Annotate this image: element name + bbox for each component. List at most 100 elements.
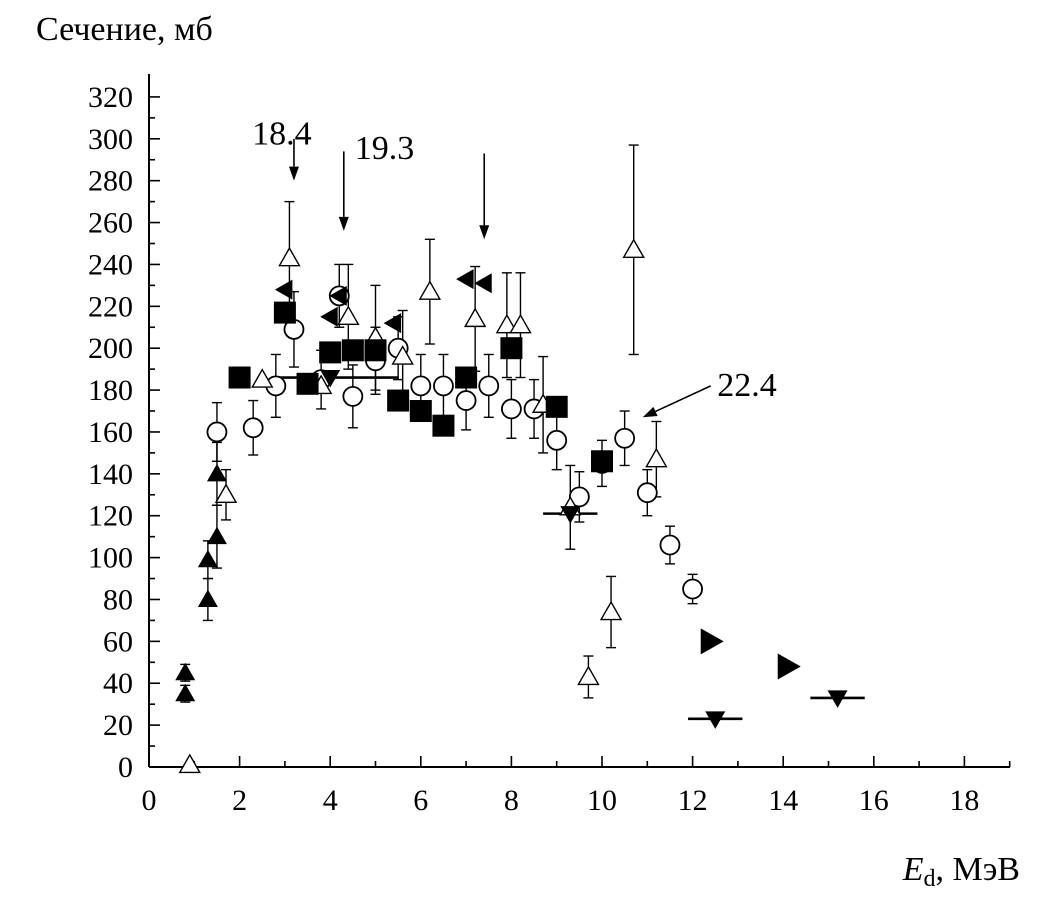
energy-range-bars (271, 376, 865, 721)
y-tick-label: 120 (88, 500, 133, 533)
data-point-square (273, 301, 296, 324)
x-tick-label: 16 (859, 784, 889, 817)
data-point-circle (455, 390, 477, 411)
x-axis-label: Ed, МэВ (902, 851, 1020, 892)
data-point-square (432, 414, 455, 437)
y-tick-label: 100 (88, 542, 133, 575)
data-point-triangle-left (383, 313, 402, 334)
x-tick-label: 12 (678, 784, 708, 817)
axes: 0 2 4 6 8 10 12 14 16 180204060801001201401601802… (88, 74, 1011, 817)
y-tick-label: 160 (88, 416, 133, 449)
y-tick-label: 180 (88, 374, 133, 407)
y-tick-label: 220 (88, 290, 133, 323)
annotation-arrowhead (338, 216, 349, 231)
data-point-triangle-open (599, 600, 623, 621)
data-point-triangle-open (495, 313, 519, 334)
data-point-circle (682, 578, 703, 600)
data-point-triangle-open (251, 368, 274, 388)
data-point-circle (636, 482, 658, 504)
data-point-triangle-open (509, 313, 532, 334)
data-point-triangle-open (463, 307, 487, 328)
data-point-triangle-up (206, 526, 227, 545)
data-point-square (387, 389, 410, 412)
data-markers (175, 238, 848, 774)
data-point-circle (500, 398, 522, 420)
data-point-square (341, 339, 364, 362)
annotation-arrowhead (288, 166, 299, 181)
data-point-triangle-open (622, 238, 645, 258)
data-point-triangle-open (178, 753, 201, 774)
x-tick-label: 2 (232, 784, 247, 817)
data-point-triangle-open (645, 447, 668, 468)
data-point-triangle-up (206, 463, 227, 482)
data-point-triangle-left (329, 285, 347, 306)
x-tick-label: 0 (142, 784, 157, 817)
annotation-label: 18.4 (252, 116, 312, 153)
data-point-square (500, 337, 523, 360)
data-point-square (545, 395, 568, 418)
annotation-arrowhead (479, 225, 490, 240)
y-tick-label: 60 (103, 625, 133, 658)
data-point-triangle-open (214, 483, 238, 503)
data-point-square (228, 366, 251, 389)
y-tick-label: 0 (118, 751, 133, 784)
data-point-circle (206, 421, 228, 443)
data-point-triangle-right (700, 628, 724, 655)
data-point-circle (433, 375, 454, 397)
data-point-triangle-left (474, 273, 492, 294)
annotation-label: 22.4 (717, 367, 777, 404)
data-point-triangle-down (560, 506, 581, 524)
annotation-arrowhead (642, 406, 658, 418)
x-tick-label: 6 (413, 784, 428, 817)
data-point-triangle-left (456, 269, 474, 290)
x-tick-label: 18 (949, 784, 979, 817)
data-point-circle (614, 427, 636, 449)
data-point-square (591, 450, 613, 473)
y-tick-label: 200 (88, 332, 133, 365)
data-point-square (455, 366, 478, 389)
data-point-circle (342, 385, 364, 407)
y-tick-label: 300 (88, 123, 133, 156)
y-tick-label: 80 (103, 583, 133, 616)
data-point-triangle-open (577, 665, 600, 686)
data-point-circle (546, 429, 568, 451)
annotation-arrow (655, 385, 712, 413)
data-point-triangle-down (827, 690, 848, 708)
x-tick-label: 14 (768, 784, 798, 817)
data-point-circle (659, 534, 681, 556)
y-tick-label: 140 (88, 458, 133, 491)
x-tick-label: 10 (587, 784, 617, 817)
y-tick-label: 260 (88, 207, 133, 240)
data-point-triangle-up (197, 549, 218, 568)
data-point-square (409, 400, 432, 423)
y-tick-label: 20 (103, 709, 133, 742)
data-point-triangle-up (175, 662, 196, 681)
x-axis-label-unit: , МэВ (935, 851, 1020, 888)
data-point-triangle-up (197, 589, 218, 607)
annotation-label: 19.3 (355, 130, 415, 167)
x-tick-label: 4 (323, 784, 338, 817)
data-point-triangle-left (320, 306, 338, 327)
annotations: 18.4 19.3 22.4 (252, 116, 777, 418)
data-point-triangle-open (278, 246, 301, 267)
data-point-square (319, 341, 342, 364)
x-axis-label-main: E (902, 851, 924, 888)
data-point-circle (410, 375, 432, 397)
data-point-square (364, 339, 387, 362)
data-point-square (296, 372, 319, 395)
y-tick-label: 40 (103, 667, 133, 700)
data-point-triangle-left (274, 279, 293, 300)
data-point-triangle-open (391, 345, 414, 365)
x-tick-label: 8 (504, 784, 519, 817)
data-point-triangle-open (337, 305, 360, 325)
y-tick-label: 320 (88, 81, 133, 114)
y-tick-label: 240 (88, 248, 133, 281)
data-point-triangle-open (418, 280, 442, 300)
x-axis-label-sub: d (923, 866, 935, 892)
data-point-circle (478, 375, 500, 397)
y-tick-label: 280 (88, 165, 133, 198)
data-point-triangle-down (705, 711, 726, 729)
data-point-triangle-up (175, 683, 196, 702)
data-point-triangle-down (320, 370, 341, 388)
